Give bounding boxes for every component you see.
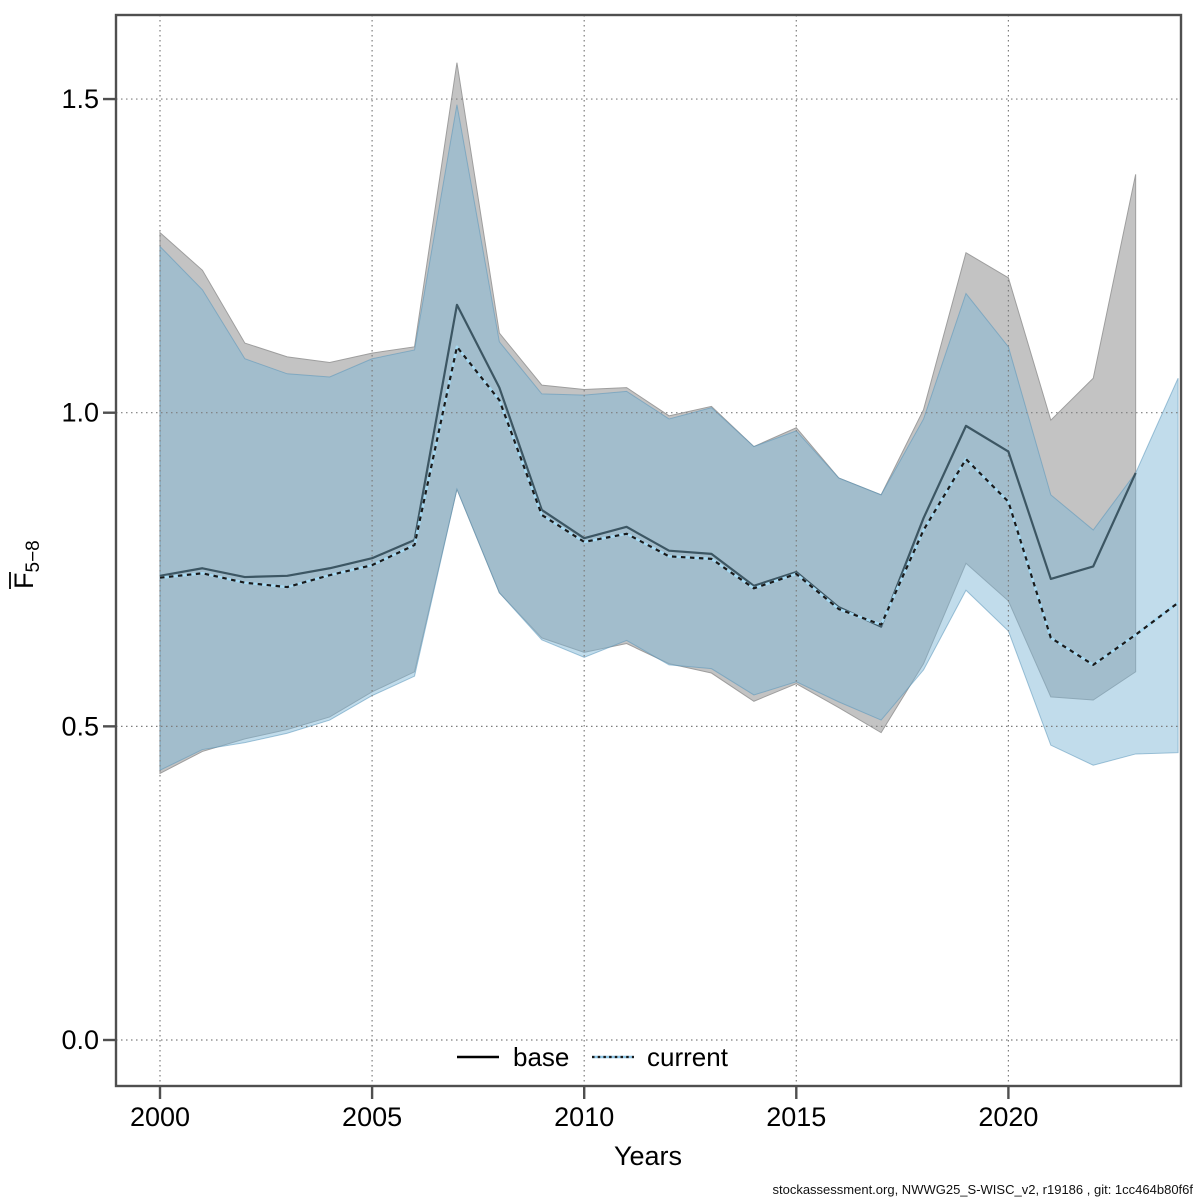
x-tick-label: 2010 [554,1102,614,1132]
x-tick-label: 2005 [342,1102,402,1132]
y-tick-label: 0.5 [61,711,99,741]
legend: base current [457,1042,729,1072]
x-axis-label: Years [614,1141,682,1171]
y-tick-label: 0.0 [61,1025,99,1055]
current-confidence-band [159,104,1179,772]
gridlines [116,15,1181,1086]
y-tick-label: 1.0 [61,398,99,428]
x-tick-label: 2000 [130,1102,190,1132]
series-lines [159,303,1179,667]
confidence-bands [159,62,1179,775]
y-axis-label: F5−8 [9,540,44,589]
legend-label-base: base [513,1042,569,1072]
svg-text:F5−8: F5−8 [9,540,44,589]
y-axis-subscript: 5−8 [23,540,44,572]
x-tick-label: 2015 [766,1102,826,1132]
base-line [159,303,1137,628]
plot-frame [114,13,1183,1088]
current-line [159,345,1179,666]
x-tick-label: 2020 [978,1102,1038,1132]
plot-border [114,13,1183,1088]
footer-watermark: stockassessment.org, NWWG25_S-WISC_v2, r… [772,1182,1193,1197]
legend-label-current: current [647,1042,729,1072]
axis-ticks: 0.0 0.5 1.0 1.5 2000 2005 2010 2015 2020 [61,84,1038,1132]
y-axis-letter: F [9,573,39,590]
y-tick-label: 1.5 [61,84,99,114]
